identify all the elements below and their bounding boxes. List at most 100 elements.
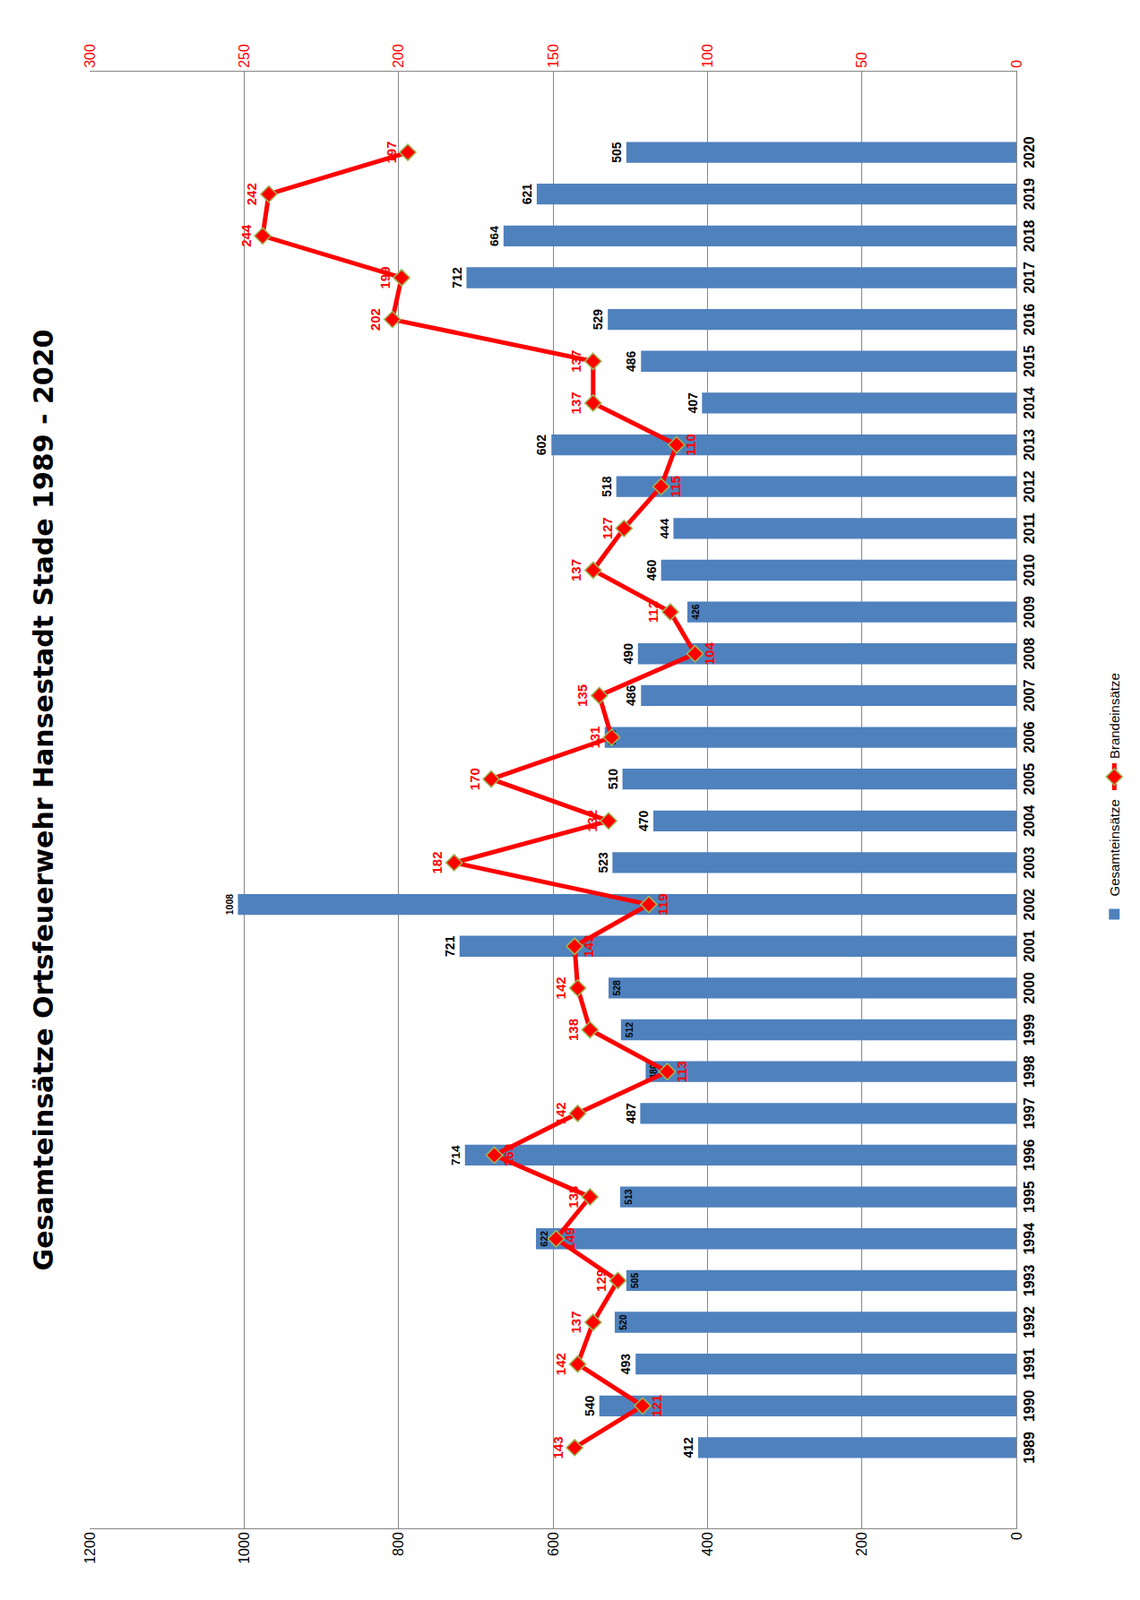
svg-text:412: 412 <box>681 1437 696 1460</box>
svg-text:1993: 1993 <box>1021 1264 1037 1297</box>
svg-text:1999: 1999 <box>1021 1014 1037 1047</box>
svg-text:169: 169 <box>500 1144 517 1167</box>
svg-text:493: 493 <box>618 1354 633 1376</box>
svg-text:444: 444 <box>657 518 672 539</box>
svg-text:119: 119 <box>655 893 671 916</box>
svg-text:1996: 1996 <box>1021 1140 1037 1173</box>
svg-text:244: 244 <box>238 224 254 248</box>
svg-text:200: 200 <box>854 1532 870 1557</box>
svg-text:528: 528 <box>612 980 622 997</box>
svg-text:486: 486 <box>623 350 639 372</box>
svg-text:520: 520 <box>618 1314 629 1331</box>
svg-text:1997: 1997 <box>1021 1097 1037 1131</box>
svg-text:112: 112 <box>645 601 661 623</box>
svg-text:1000: 1000 <box>236 1532 252 1565</box>
svg-text:622: 622 <box>539 1231 550 1248</box>
svg-text:0: 0 <box>1009 60 1025 69</box>
svg-text:513: 513 <box>623 1189 634 1206</box>
svg-text:721: 721 <box>442 935 458 958</box>
svg-text:1989: 1989 <box>1021 1432 1037 1465</box>
svg-text:242: 242 <box>243 182 260 206</box>
svg-text:1998: 1998 <box>1021 1055 1037 1089</box>
svg-text:Gesamteinsätze: Gesamteinsätze <box>1106 799 1123 897</box>
svg-text:Gesamteinsätze Ortsfeuerwehr H: Gesamteinsätze Ortsfeuerwehr Hansestadt … <box>27 329 60 1272</box>
svg-text:137: 137 <box>568 391 584 415</box>
svg-text:129: 129 <box>593 1269 609 1293</box>
svg-text:2015: 2015 <box>1021 345 1037 378</box>
svg-text:197: 197 <box>383 141 399 165</box>
svg-text:1008: 1008 <box>224 894 235 916</box>
svg-text:2017: 2017 <box>1021 261 1037 294</box>
svg-text:714: 714 <box>449 1145 463 1166</box>
svg-text:407: 407 <box>685 392 700 415</box>
svg-text:486: 486 <box>623 685 639 708</box>
svg-text:202: 202 <box>367 308 383 331</box>
svg-text:137: 137 <box>568 350 584 373</box>
svg-text:182: 182 <box>429 851 445 874</box>
svg-text:2005: 2005 <box>1021 763 1037 796</box>
svg-text:487: 487 <box>623 1103 639 1125</box>
svg-text:1200: 1200 <box>82 1532 98 1565</box>
svg-text:540: 540 <box>582 1395 597 1417</box>
svg-text:143: 143 <box>580 935 596 959</box>
svg-text:200: 200 <box>390 43 406 69</box>
svg-text:2009: 2009 <box>1021 595 1037 629</box>
svg-text:137: 137 <box>568 1312 584 1335</box>
svg-text:518: 518 <box>599 475 614 498</box>
svg-text:115: 115 <box>667 475 683 498</box>
svg-text:2006: 2006 <box>1021 721 1037 754</box>
svg-text:2010: 2010 <box>1021 554 1037 588</box>
svg-text:2020: 2020 <box>1021 136 1037 169</box>
svg-text:510: 510 <box>605 768 621 791</box>
svg-text:50: 50 <box>854 51 870 69</box>
svg-text:150: 150 <box>545 43 562 69</box>
svg-text:2008: 2008 <box>1021 638 1037 671</box>
svg-text:460: 460 <box>644 560 659 582</box>
svg-text:131: 131 <box>587 726 603 750</box>
svg-text:149: 149 <box>561 1227 578 1251</box>
svg-text:800: 800 <box>390 1532 406 1557</box>
svg-text:2019: 2019 <box>1021 178 1037 211</box>
svg-text:132: 132 <box>584 810 600 833</box>
svg-text:529: 529 <box>590 309 605 331</box>
svg-text:2001: 2001 <box>1021 930 1037 963</box>
svg-text:490: 490 <box>621 643 636 665</box>
svg-text:426: 426 <box>690 604 701 621</box>
svg-text:143: 143 <box>550 1436 566 1460</box>
svg-text:2012: 2012 <box>1021 470 1037 503</box>
svg-text:121: 121 <box>648 1395 665 1418</box>
svg-text:138: 138 <box>565 1019 581 1042</box>
svg-text:400: 400 <box>699 1532 716 1557</box>
svg-text:2004: 2004 <box>1021 804 1037 838</box>
svg-text:2014: 2014 <box>1021 387 1037 420</box>
svg-text:505: 505 <box>609 141 624 164</box>
svg-text:480: 480 <box>648 1063 659 1080</box>
svg-text:142: 142 <box>552 976 569 1000</box>
svg-text:199: 199 <box>377 266 393 289</box>
svg-text:470: 470 <box>636 810 651 832</box>
svg-text:2011: 2011 <box>1021 512 1037 545</box>
svg-text:110: 110 <box>682 433 699 456</box>
svg-text:2013: 2013 <box>1021 429 1037 462</box>
svg-text:2003: 2003 <box>1021 846 1037 880</box>
svg-text:621: 621 <box>519 183 535 206</box>
svg-text:2002: 2002 <box>1021 889 1037 922</box>
svg-text:0: 0 <box>1009 1532 1025 1541</box>
svg-text:1994: 1994 <box>1021 1223 1037 1256</box>
svg-text:104: 104 <box>701 642 717 666</box>
svg-text:127: 127 <box>599 517 615 540</box>
svg-text:250: 250 <box>236 43 252 69</box>
svg-text:1990: 1990 <box>1021 1390 1037 1423</box>
svg-text:600: 600 <box>545 1532 562 1557</box>
svg-text:664: 664 <box>487 225 501 247</box>
svg-text:142: 142 <box>552 1353 569 1376</box>
svg-text:602: 602 <box>534 434 549 457</box>
svg-text:1995: 1995 <box>1021 1181 1037 1214</box>
svg-text:100: 100 <box>699 43 716 69</box>
svg-text:113: 113 <box>673 1061 690 1083</box>
svg-text:137: 137 <box>568 559 584 582</box>
svg-text:300: 300 <box>82 43 98 69</box>
svg-text:533: 533 <box>607 729 618 746</box>
svg-text:1991: 1991 <box>1021 1348 1037 1382</box>
svg-text:Brandeinsätze: Brandeinsätze <box>1106 673 1123 760</box>
